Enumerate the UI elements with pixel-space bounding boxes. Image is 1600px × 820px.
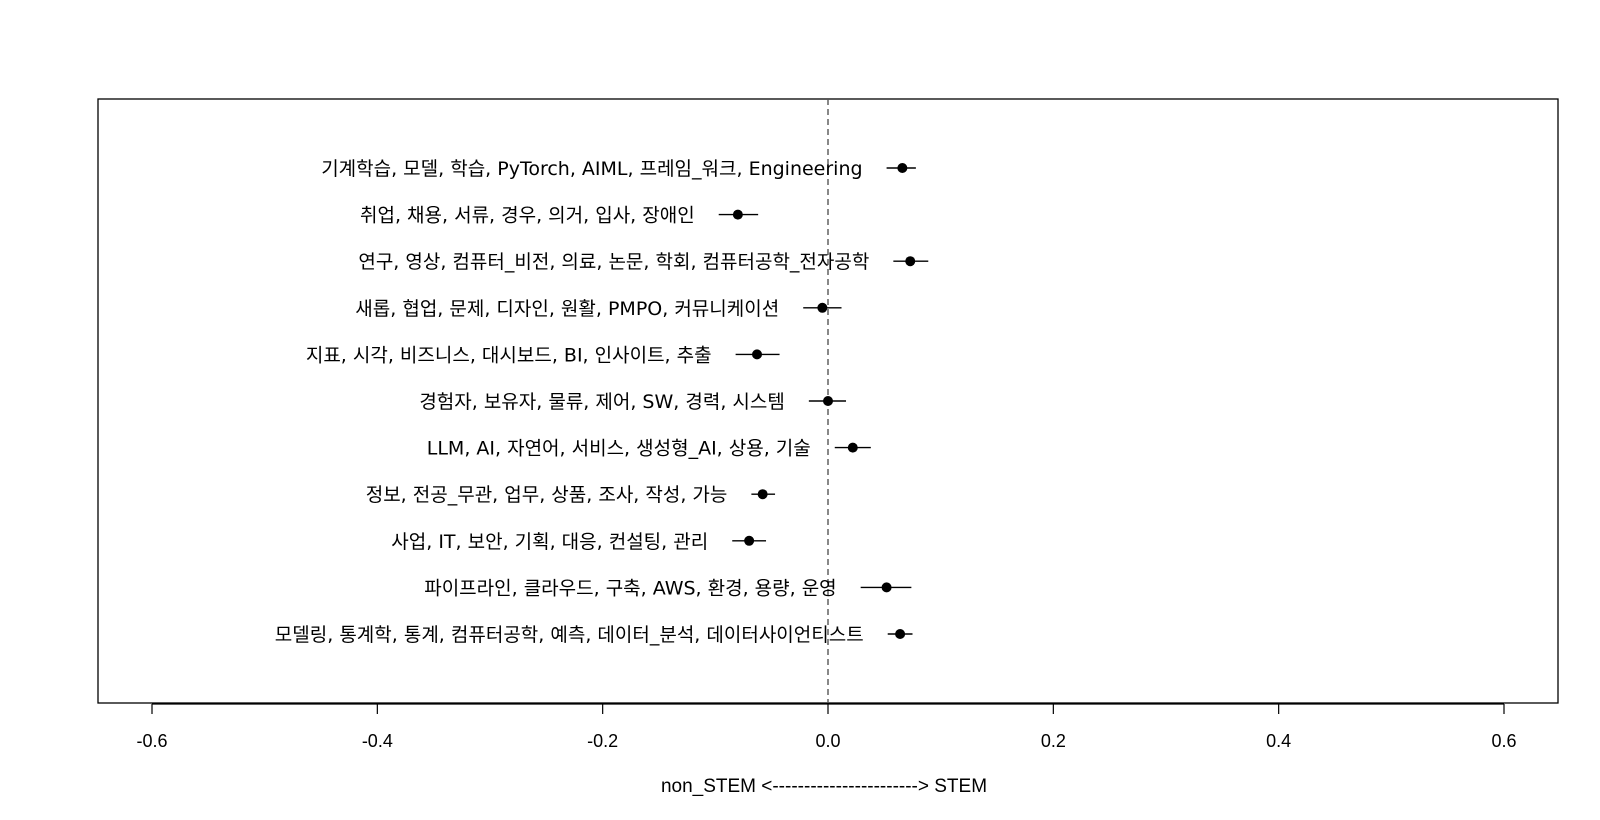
point-label: 모델링, 통계학, 통계, 컴퓨터공학, 예측, 데이터_분석, 데이터사이언티… <box>275 624 864 646</box>
point-marker <box>905 256 916 267</box>
point-row: 사업, IT, 보안, 기획, 대응, 컨설팅, 관리 <box>391 531 767 553</box>
point-row: LLM, AI, 자연어, 서비스, 생성형_AI, 상용, 기술 <box>427 438 871 460</box>
point-label: 취업, 채용, 서류, 경우, 의거, 입사, 장애인 <box>360 205 695 227</box>
point-label: 파이프라인, 클라우드, 구축, AWS, 환경, 용량, 운영 <box>424 577 836 599</box>
point-marker <box>752 349 763 360</box>
point-marker <box>744 535 755 546</box>
point-row: 정보, 전공_무관, 업무, 상품, 조사, 작성, 가능 <box>366 484 776 506</box>
point-marker <box>732 209 743 220</box>
x-tick-label: 0.4 <box>1266 731 1291 751</box>
point-label: LLM, AI, 자연어, 서비스, 생성형_AI, 상용, 기술 <box>427 438 811 460</box>
point-marker <box>897 163 908 173</box>
point-label: 경험자, 보유자, 물류, 제어, SW, 경력, 시스템 <box>419 391 785 413</box>
point-row: 지표, 시각, 비즈니스, 대시보드, BI, 인사이트, 추출 <box>306 344 780 366</box>
point-row: 파이프라인, 클라우드, 구축, AWS, 환경, 용량, 운영 <box>424 577 912 599</box>
point-marker <box>823 396 833 406</box>
point-label: 정보, 전공_무관, 업무, 상품, 조사, 작성, 가능 <box>366 484 728 506</box>
point-label: 지표, 시각, 비즈니스, 대시보드, BI, 인사이트, 추출 <box>306 344 712 366</box>
point-label: 사업, IT, 보안, 기획, 대응, 컨설팅, 관리 <box>391 531 708 553</box>
point-label: 기계학습, 모델, 학습, PyTorch, AIML, 프레임_워크, Eng… <box>321 158 862 180</box>
point-row: 기계학습, 모델, 학습, PyTorch, AIML, 프레임_워크, Eng… <box>321 158 916 180</box>
x-axis-title: non_STEM <-----------------------> STEM <box>661 776 987 797</box>
point-row: 경험자, 보유자, 물류, 제어, SW, 경력, 시스템 <box>419 391 847 413</box>
point-marker <box>817 302 828 313</box>
x-axis: -0.6 -0.4 -0.2 0.0 0.2 0.4 0.6 <box>136 703 1517 751</box>
x-tick-label: -0.6 <box>136 731 167 751</box>
point-marker <box>847 442 858 453</box>
x-tick-label: 0.6 <box>1491 731 1516 751</box>
point-marker <box>895 629 906 639</box>
x-tick-label: 0.2 <box>1041 731 1066 751</box>
point-marker <box>881 582 892 593</box>
point-row: 모델링, 통계학, 통계, 컴퓨터공학, 예측, 데이터_분석, 데이터사이언티… <box>275 624 913 646</box>
x-tick-label: -0.4 <box>362 731 393 751</box>
x-tick-label: -0.2 <box>587 731 618 751</box>
point-label: 연구, 영상, 컴퓨터_비전, 의료, 논문, 학회, 컴퓨터공학_전자공학 <box>358 251 869 273</box>
point-row: 연구, 영상, 컴퓨터_비전, 의료, 논문, 학회, 컴퓨터공학_전자공학 <box>358 251 929 273</box>
x-tick-label: 0.0 <box>815 731 840 751</box>
point-label: 새롭, 협업, 문제, 디자인, 원활, PMPO, 커뮤니케이션 <box>355 298 779 320</box>
point-row: 취업, 채용, 서류, 경우, 의거, 입사, 장애인 <box>360 205 759 227</box>
point-marker <box>757 489 768 500</box>
point-row: 새롭, 협업, 문제, 디자인, 원활, PMPO, 커뮤니케이션 <box>355 298 842 320</box>
data-points: 기계학습, 모델, 학습, PyTorch, AIML, 프레임_워크, Eng… <box>275 158 929 646</box>
